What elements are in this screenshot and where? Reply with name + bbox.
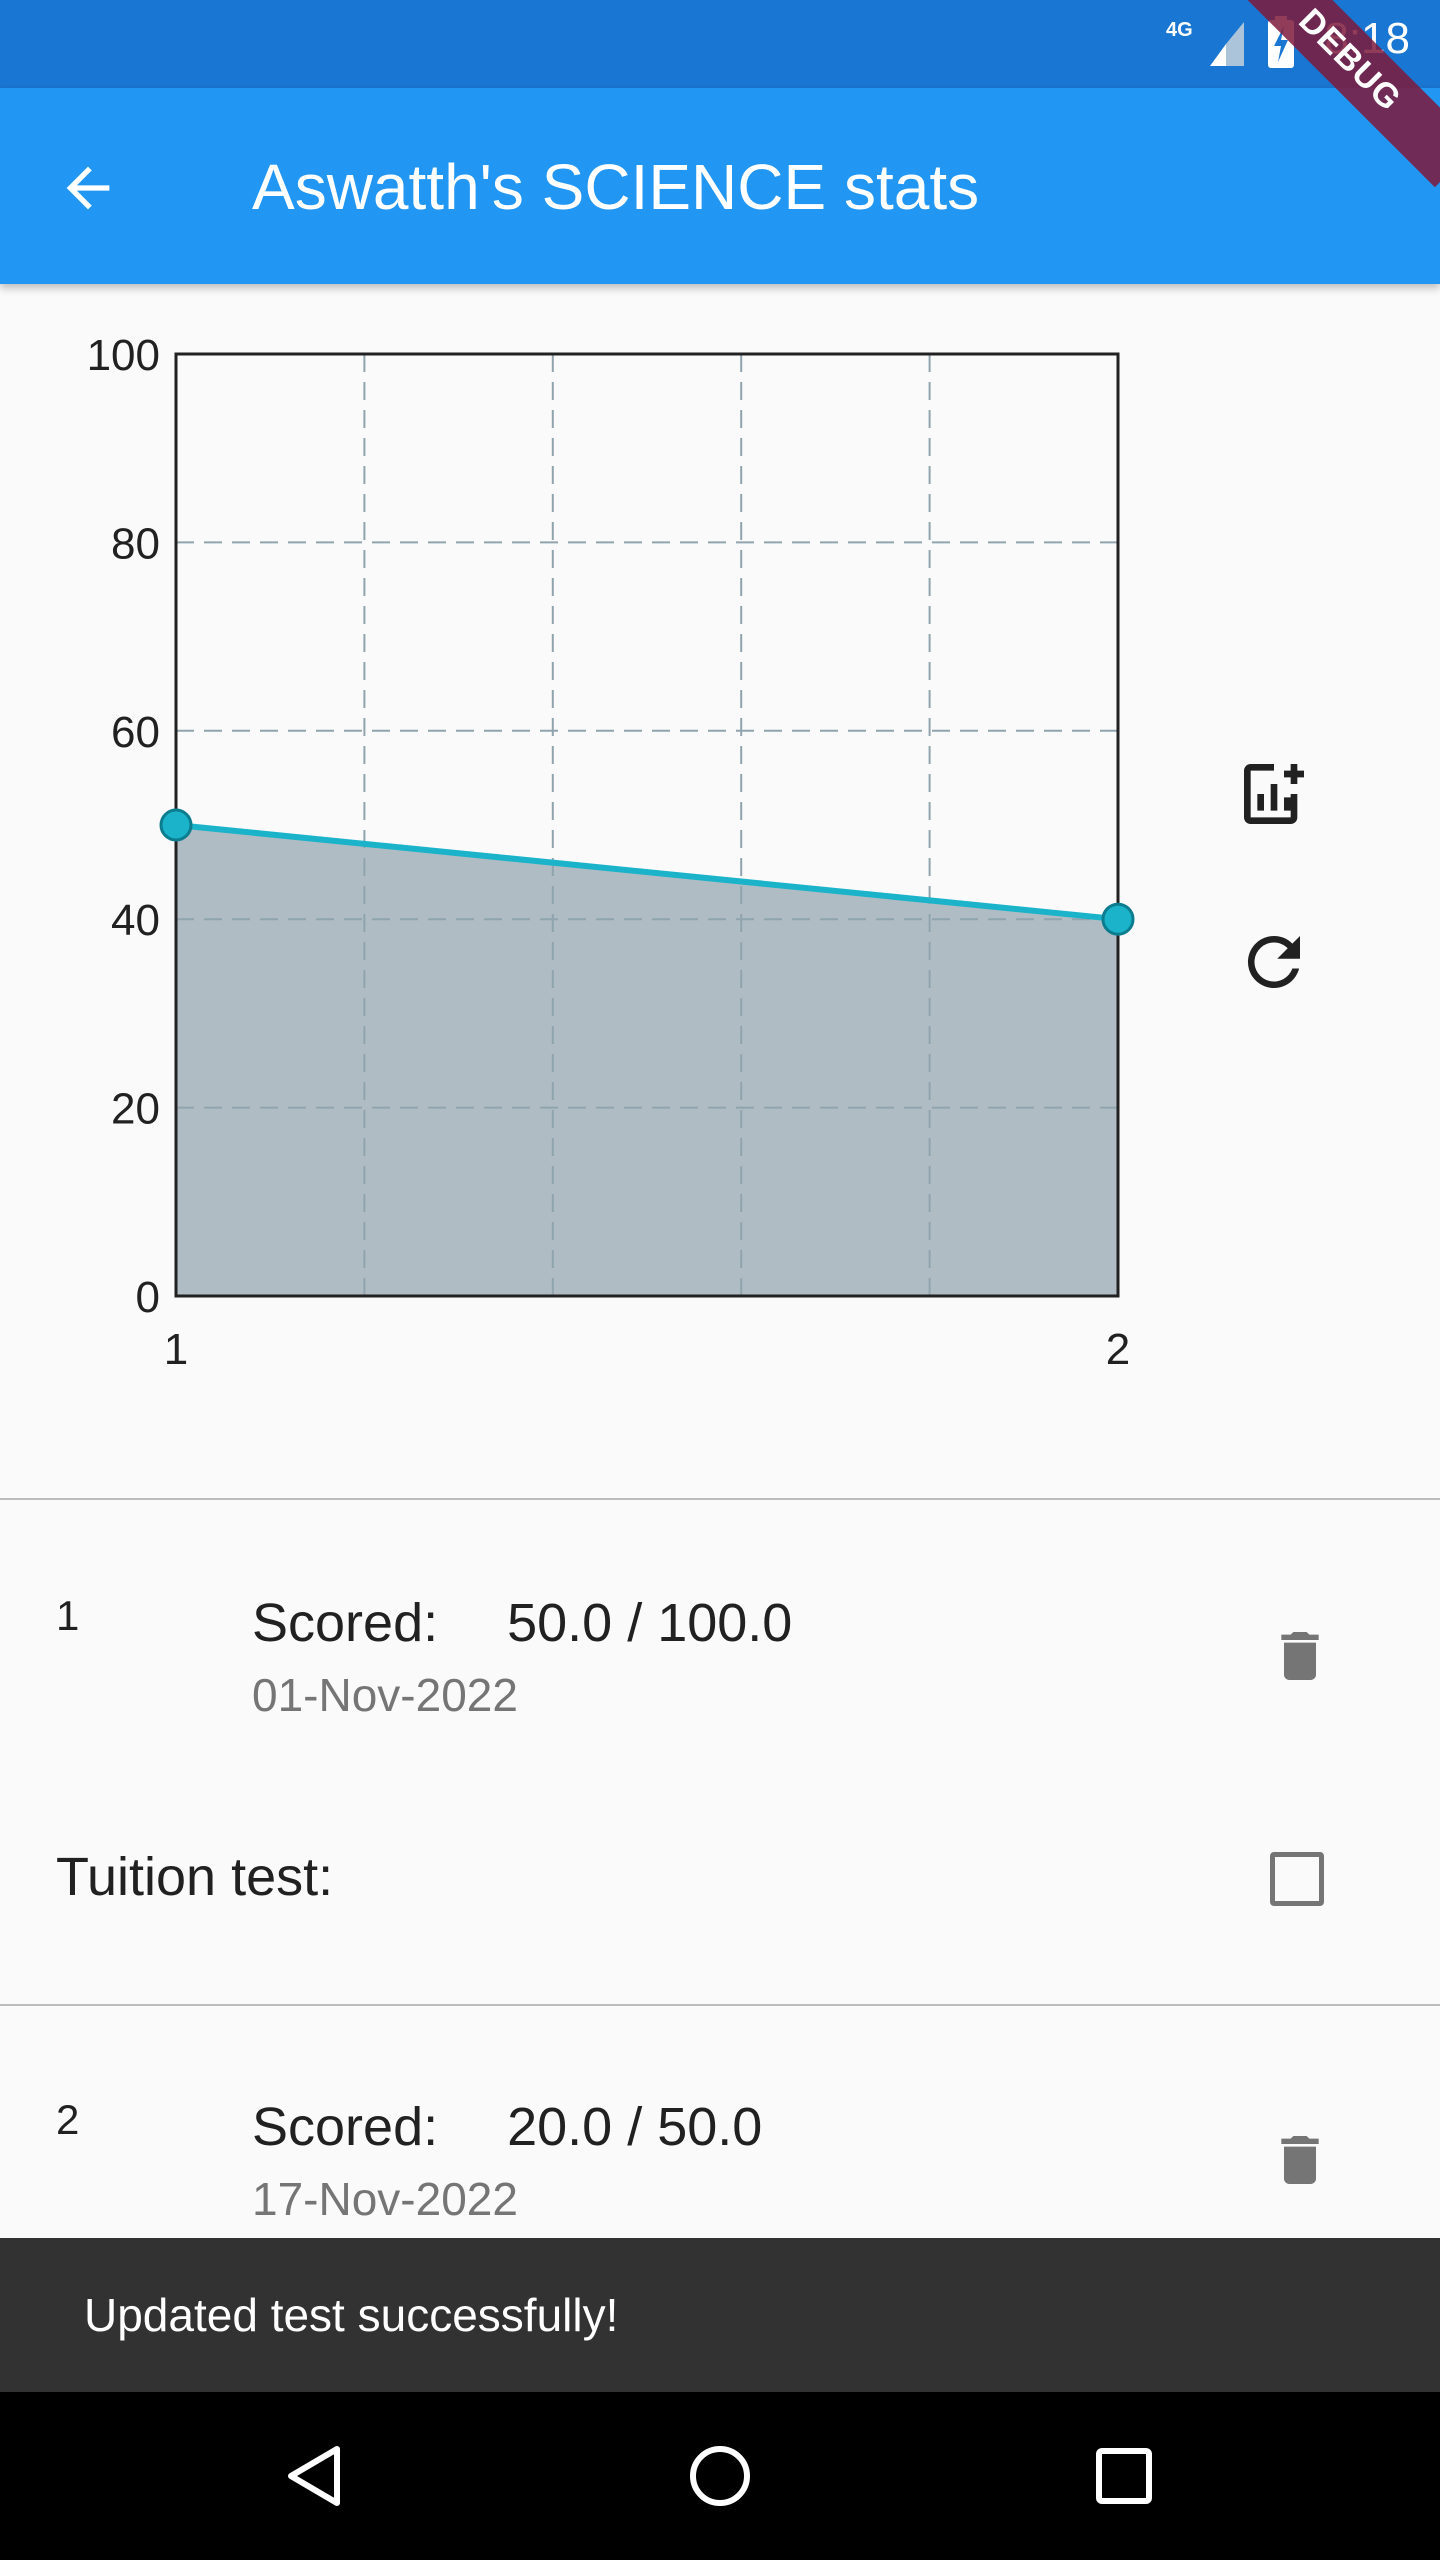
- add-chart-icon: [1244, 764, 1304, 824]
- y-tick-label: 40: [111, 896, 160, 945]
- nav-recents-button[interactable]: [1074, 2426, 1174, 2526]
- page-title: Aswatth's SCIENCE stats: [252, 151, 980, 223]
- nav-home-icon: [690, 2446, 750, 2506]
- trash-icon: [1281, 2136, 1319, 2184]
- divider: [0, 1498, 1440, 1500]
- test-score: Scored: 50.0 / 100.0: [252, 1593, 793, 1653]
- network-label: 4G: [1166, 19, 1193, 41]
- signal-icon: 4G: [1166, 19, 1244, 66]
- test-score: Scored: 20.0 / 50.0: [252, 2097, 763, 2157]
- x-tick-label: 1: [164, 1325, 188, 1374]
- x-tick-label: 2: [1106, 1325, 1130, 1374]
- chart-area: 0 20 40 60 80 100 1 2: [0, 284, 1440, 1498]
- nav-back-button[interactable]: [264, 2426, 364, 2526]
- y-tick-label: 80: [111, 519, 160, 568]
- app-bar: Aswatth's SCIENCE stats: [0, 88, 1440, 284]
- refresh-button[interactable]: [1226, 914, 1322, 1010]
- nav-recents-icon: [1096, 2448, 1152, 2504]
- trash-icon: [1281, 1632, 1319, 1680]
- test-index: 1: [56, 1592, 80, 1639]
- back-button[interactable]: [46, 146, 130, 230]
- data-point: [159, 808, 193, 842]
- y-tick-label: 20: [111, 1085, 160, 1134]
- nav-back-icon: [288, 2446, 340, 2506]
- system-nav-bar: [0, 2392, 1440, 2560]
- tuition-checkbox[interactable]: [1270, 1852, 1324, 1906]
- series-line: [175, 822, 1119, 923]
- tuition-label: Tuition test:: [56, 1847, 334, 1907]
- delete-button[interactable]: [1252, 2112, 1348, 2208]
- snackbar: Updated test successfully!: [0, 2238, 1440, 2392]
- arrow-back-icon: [66, 166, 110, 210]
- chart-area-fill: [176, 825, 1118, 1296]
- refresh-icon: [1247, 935, 1300, 988]
- snackbar-message: Updated test successfully!: [84, 2289, 619, 2341]
- test-index: 2: [56, 2096, 80, 2143]
- divider: [0, 2004, 1440, 2006]
- y-tick-label: 60: [111, 708, 160, 757]
- test-date: 01-Nov-2022: [252, 1669, 518, 1721]
- score-chart: 0 20 40 60 80 100 1 2: [87, 331, 1135, 1374]
- y-tick-label: 100: [87, 331, 160, 380]
- add-chart-button[interactable]: [1226, 746, 1322, 842]
- nav-home-button[interactable]: [670, 2426, 770, 2526]
- test-date: 17-Nov-2022: [252, 2173, 518, 2225]
- y-tick-label: 0: [136, 1273, 160, 1322]
- delete-button[interactable]: [1252, 1608, 1348, 1704]
- status-icons: 4G: [1160, 14, 1294, 78]
- status-bar: 4G 8:18: [0, 0, 1440, 88]
- data-point: [1101, 902, 1135, 936]
